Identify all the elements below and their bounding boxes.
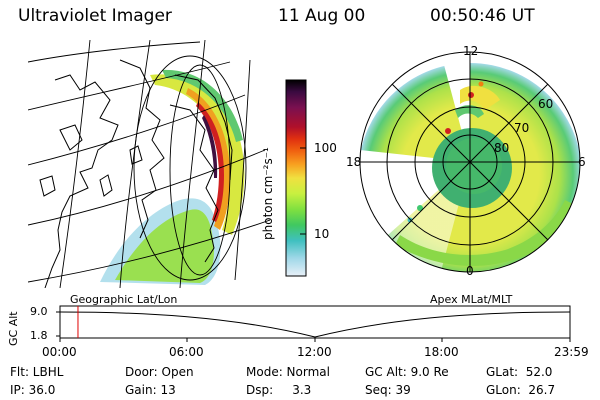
timeline-xtick-2359: 23:59	[554, 345, 589, 359]
lat-label-70: 70	[514, 121, 530, 135]
coastlines	[39, 59, 233, 288]
instrument-title: Ultraviolet Imager	[18, 6, 172, 26]
mlt-label-18: 18	[346, 155, 362, 169]
timeline-ytick-bottom: 1.8	[30, 329, 48, 342]
timeline-xtick-1800: 18:00	[424, 345, 459, 359]
geo-auroral-emission	[100, 69, 245, 285]
timeline-ytick-top: 9.0	[30, 305, 48, 318]
timeline-axis-title: GC Alt	[7, 311, 20, 346]
lat-label-60: 60	[538, 97, 554, 111]
info-glon: GLon: 26.7	[486, 383, 556, 397]
info-gain: Gain: 13	[125, 383, 176, 397]
timeline-xtick-0000: 00:00	[42, 345, 77, 359]
mlt-label-6: 6	[578, 155, 586, 169]
colorbar-label-100: 100	[314, 141, 337, 155]
info-door: Door: Open	[125, 365, 194, 379]
lat-label-80: 80	[494, 141, 510, 155]
colorbar-gradient	[285, 79, 307, 277]
geographic-coord-label: Geographic Lat/Lon	[70, 293, 178, 306]
info-ip: IP: 36.0	[10, 383, 56, 397]
colorbar	[285, 79, 307, 277]
geographic-map-panel	[28, 40, 270, 288]
timeline-frame	[59, 305, 571, 339]
lat-lon-grid	[28, 40, 270, 288]
colorbar-label-10: 10	[314, 227, 330, 241]
timeline-xtick-0600: 06:00	[169, 345, 204, 359]
info-seq: Seq: 39	[365, 383, 411, 397]
info-glat: GLat: 52.0	[486, 365, 553, 379]
apex-coord-label: Apex MLat/MLT	[430, 293, 513, 306]
altitude-timeline	[56, 305, 571, 342]
mlt-label-12: 12	[463, 44, 479, 58]
info-filter: Flt: LBHL	[10, 365, 64, 379]
altitude-curve	[59, 311, 571, 338]
timeline-xtick-1200: 12:00	[297, 345, 332, 359]
date-label: 11 Aug 00	[278, 6, 366, 26]
info-dsp: Dsp: 3.3	[246, 383, 312, 397]
mlt-label-0: 0	[466, 264, 474, 278]
info-gc-alt: GC Alt: 9.0 Re	[365, 365, 449, 379]
polar-map-panel	[359, 51, 581, 273]
info-mode: Mode: Normal	[246, 365, 330, 379]
polar-grid	[359, 51, 581, 273]
time-label: 00:50:46 UT	[430, 6, 535, 26]
colorbar-unit-label: photon cm⁻²s⁻¹	[261, 147, 275, 240]
